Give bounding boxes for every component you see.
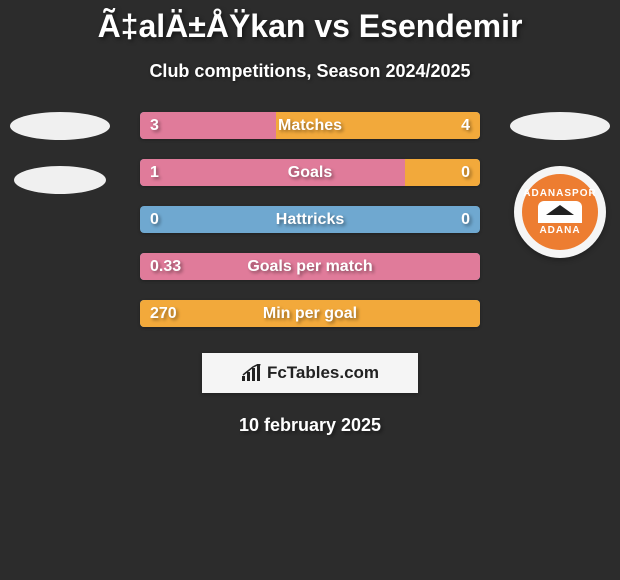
subtitle: Club competitions, Season 2024/2025	[0, 61, 620, 82]
bar-left-fill	[140, 112, 276, 139]
left-jersey-icon	[10, 112, 110, 140]
crest-bottom-text: ADANA	[539, 225, 580, 236]
bar-left-value: 3	[150, 117, 159, 135]
right-player-column: ADANASPOR ADANA	[505, 112, 615, 258]
bar-center-label: Hattricks	[276, 211, 344, 229]
bar-left-value: 1	[150, 164, 159, 182]
bar-left-fill	[140, 159, 405, 186]
bar-hattricks: 0 Hattricks 0	[140, 206, 480, 233]
bar-left-value: 0	[150, 211, 159, 229]
stat-bars: 3 Matches 4 1 Goals 0 0 Hattricks 0 0.33…	[140, 112, 480, 327]
bar-min-per-goal: 270 Min per goal	[140, 300, 480, 327]
bar-goals: 1 Goals 0	[140, 159, 480, 186]
bar-right-value: 4	[461, 117, 470, 135]
logo-text: FcTables.com	[241, 363, 379, 383]
date-text: 10 february 2025	[0, 415, 620, 436]
bar-right-value: 0	[461, 211, 470, 229]
bar-center-label: Min per goal	[263, 305, 357, 323]
logo-label: FcTables.com	[267, 363, 379, 383]
bar-goals-per-match: 0.33 Goals per match	[140, 253, 480, 280]
bar-right-value: 0	[461, 164, 470, 182]
crest-bird-icon	[538, 201, 582, 223]
bar-left-value: 270	[150, 305, 177, 323]
right-crest: ADANASPOR ADANA	[514, 166, 606, 258]
comparison-content: ADANASPOR ADANA 3 Matches 4 1 Goals 0 0 …	[0, 112, 620, 436]
bar-center-label: Goals per match	[247, 258, 372, 276]
left-player-column	[5, 112, 115, 220]
website-logo: FcTables.com	[202, 353, 418, 393]
page-title: Ã‡alÄ±ÅŸkan vs Esendemir	[0, 0, 620, 45]
crest-top-text: ADANASPOR	[523, 188, 596, 199]
bar-center-label: Goals	[288, 164, 332, 182]
bar-center-label: Matches	[278, 117, 342, 135]
right-jersey-icon	[510, 112, 610, 140]
left-crest-icon	[14, 166, 106, 194]
bar-chart-icon	[241, 364, 263, 382]
bar-left-value: 0.33	[150, 258, 181, 276]
right-crest-inner: ADANASPOR ADANA	[522, 174, 598, 250]
bar-matches: 3 Matches 4	[140, 112, 480, 139]
